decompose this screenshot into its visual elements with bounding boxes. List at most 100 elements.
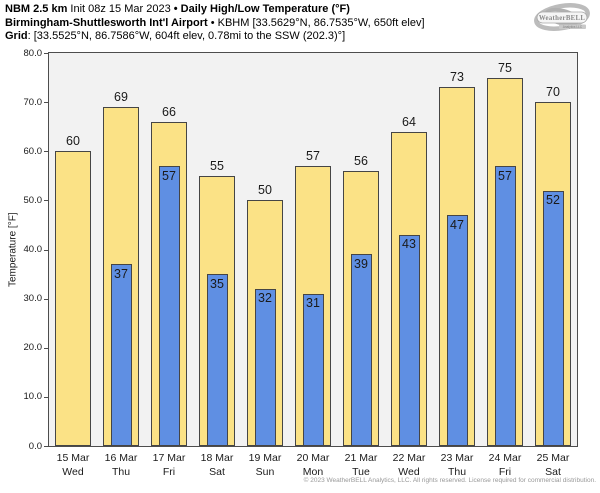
high-value-label: 57 [306,149,320,163]
low-value-label: 39 [354,256,368,271]
logo-sub-text: Analytics LLC [563,25,583,29]
high-value-label: 55 [210,158,224,173]
x-tick-day: Wed [398,465,420,478]
x-tick-label: 21 Mar Tue [330,452,392,479]
x-tick-label: 23 Mar Thu [426,452,488,479]
high-value-label: 66 [162,104,176,119]
x-tick-date: 24 Mar [488,452,522,464]
x-tick-day: Sat [545,465,561,478]
chart-header: NBM 2.5 km Init 08z 15 Mar 2023 • Daily … [5,3,425,44]
header-line-3: Grid: [33.5525°N, 86.7586°W, 604ft elev,… [5,30,425,44]
y-tick-label: 70.0 [23,96,43,108]
high-value-label: 69 [114,90,128,105]
y-tick-mark [44,53,48,54]
high-value-label: 70 [546,85,560,100]
low-temp-bar [158,166,180,446]
x-tick-day: Mon [302,465,324,478]
low-value-label: 57 [498,168,512,183]
x-tick-day: Thu [111,465,131,478]
low-value-label: 35 [210,276,224,291]
y-tick-mark [44,249,48,251]
x-tick-date: 19 Mar [248,452,282,464]
low-value-label: 57 [162,168,176,183]
x-tick-label: 22 Mar Wed [378,452,440,479]
low-temp-bar [446,215,468,446]
y-tick-label: 80.0 [23,47,43,59]
model-name: NBM 2.5 km [5,3,68,15]
init-time: Init 08z 15 Mar 2023 [67,3,174,15]
y-tick-label: 20.0 [23,342,43,354]
x-tick-label: 16 Mar Thu [90,452,152,479]
x-tick-label: 20 Mar Mon [282,452,344,479]
low-temp-bar [542,190,564,446]
high-value-label: 73 [450,70,464,85]
header-line-1: NBM 2.5 km Init 08z 15 Mar 2023 • Daily … [5,3,425,17]
x-tick-day: Sat [209,465,225,478]
plot-area: 60 69 37 66 57 55 35 50 32 57 31 56 39 64 43 73 47 75 57 70… [48,52,578,447]
x-tick-date: 16 Mar [104,452,138,464]
x-tick-date: 21 Mar [344,452,378,464]
x-tick-date: 18 Mar [200,452,234,464]
low-temp-bar [398,234,420,446]
x-tick-day: Thu [447,465,467,478]
weatherbell-logo: WeatherBELL Analytics LLC [528,2,596,42]
low-temp-bar [110,264,132,446]
x-tick-date: 20 Mar [296,452,330,464]
product-name: • Daily High/Low Temperature (°F) [173,3,350,15]
y-tick-label: 0.0 [28,440,42,452]
y-tick-mark [44,347,48,349]
low-temp-bar [350,254,372,446]
hurricane-swirl-icon: WeatherBELL Analytics LLC [534,3,590,31]
high-value-label: 75 [498,60,512,75]
x-tick-date: 23 Mar [440,452,474,464]
x-tick-label: 15 Mar Wed [42,452,104,479]
low-value-label: 43 [402,237,416,252]
y-tick-mark [44,298,48,300]
x-tick-label: 17 Mar Fri [138,452,200,479]
y-tick-mark [44,446,48,447]
x-tick-day: Wed [62,465,84,478]
grid-coords: : [33.5525°N, 86.7586°W, 604ft elev, 0.7… [27,30,346,42]
y-tick-mark [44,102,48,104]
high-temp-bar [55,151,91,446]
low-value-label: 32 [258,291,272,306]
low-temp-bar [254,288,276,446]
high-value-label: 64 [402,114,416,129]
y-tick-label: 50.0 [23,194,43,206]
low-value-label: 47 [450,217,464,232]
low-temp-bar [206,274,228,446]
header-line-2: Birmingham-Shuttlesworth Int'l Airport •… [5,17,425,31]
station-coords: • KBHM [33.5629°N, 86.7535°W, 650ft elev… [207,16,425,29]
y-tick-label: 30.0 [23,293,43,305]
station-name: Birmingham-Shuttlesworth Int'l Airport [5,16,208,29]
low-temp-bar [494,166,516,446]
low-temp-bar [302,293,324,446]
x-tick-day: Fri [162,465,176,478]
grid-label: Grid [5,30,28,42]
logo-brand-text: WeatherBELL [539,15,586,22]
high-value-label: 60 [66,134,80,149]
low-value-label: 52 [546,193,560,208]
x-tick-day: Fri [498,465,512,478]
low-value-label: 37 [114,266,128,281]
x-tick-label: 24 Mar Fri [474,452,536,479]
x-tick-label: 25 Mar Sat [522,452,584,479]
y-tick-mark [44,200,48,202]
high-value-label: 50 [258,183,272,198]
x-tick-label: 18 Mar Sat [186,452,248,479]
x-tick-date: 22 Mar [392,452,426,464]
y-tick-label: 40.0 [23,244,43,255]
y-tick-label: 10.0 [23,391,43,403]
y-tick-label: 60.0 [23,145,43,157]
high-value-label: 56 [354,153,368,168]
x-tick-date: 25 Mar [536,452,570,464]
copyright-notice: © 2023 WeatherBELL Analytics, LLC. All r… [303,477,596,484]
low-value-label: 31 [306,296,320,311]
y-tick-mark [44,396,48,398]
x-tick-label: 19 Mar Sun [234,452,296,479]
x-tick-date: 17 Mar [152,452,186,464]
x-tick-day: Tue [352,465,370,478]
x-tick-date: 15 Mar [56,452,90,464]
x-tick-day: Sun [255,465,275,478]
